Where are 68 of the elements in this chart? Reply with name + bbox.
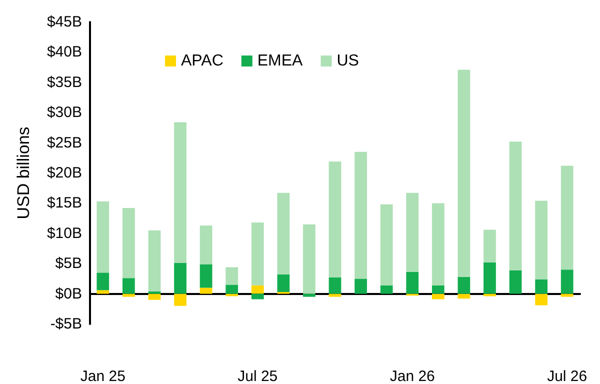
y-tick-label: $0B — [55, 285, 82, 302]
bar — [328, 277, 342, 294]
bar — [251, 222, 264, 286]
bar — [484, 230, 496, 262]
bar — [226, 267, 238, 285]
bar — [328, 294, 342, 297]
bar — [96, 201, 110, 273]
bar — [354, 278, 367, 294]
bar — [432, 285, 444, 294]
bar — [277, 192, 290, 274]
bar — [96, 290, 110, 294]
bar — [200, 264, 212, 288]
bar — [122, 278, 135, 294]
y-tick-label: $35B — [46, 74, 82, 91]
y-tick-label: -$5B — [50, 316, 82, 332]
bar — [380, 204, 393, 286]
bar — [406, 192, 419, 272]
bar — [148, 291, 161, 294]
y-tick-label: $10B — [46, 224, 82, 242]
legend-label: US — [336, 52, 359, 70]
bar — [96, 272, 110, 290]
bar — [406, 272, 419, 294]
bar — [122, 208, 135, 278]
bar — [200, 226, 212, 264]
bar — [226, 284, 238, 294]
x-tick-label: Jul 25 — [238, 368, 278, 384]
bar — [432, 294, 444, 300]
bar — [560, 270, 574, 294]
bar — [458, 276, 470, 294]
bar — [535, 279, 548, 294]
x-tick-label: Jul 26 — [547, 368, 588, 384]
bar — [303, 224, 316, 294]
bar — [458, 294, 470, 299]
y-tick-label: $45B — [46, 14, 82, 30]
y-axis-title: USD billions — [14, 126, 33, 220]
y-tick-label: $20B — [46, 164, 82, 182]
bar — [535, 294, 548, 306]
y-tick-label: $15B — [46, 194, 82, 212]
x-tick-label: Jan 26 — [390, 368, 435, 384]
bar — [380, 285, 393, 294]
bar — [148, 294, 161, 300]
y-tick-label: $40B — [46, 44, 82, 61]
bar — [354, 152, 367, 279]
bar — [535, 200, 548, 280]
y-tick-label: $30B — [46, 104, 82, 122]
bar — [148, 230, 161, 292]
bar — [174, 122, 186, 263]
bar — [251, 285, 264, 294]
bar — [122, 294, 135, 297]
bar — [200, 288, 212, 294]
y-tick-label: $5B — [55, 255, 82, 272]
bar — [509, 270, 522, 294]
bar — [484, 262, 496, 294]
bar — [303, 294, 316, 297]
x-tick-label: Jan 25 — [80, 368, 126, 384]
bar — [432, 203, 444, 286]
bar — [560, 166, 574, 270]
bar — [328, 162, 342, 278]
bar — [277, 274, 290, 292]
y-tick-label: $25B — [46, 134, 82, 152]
bar — [251, 294, 264, 300]
legend-label: APAC — [181, 52, 224, 70]
legend-label: EMEA — [257, 52, 304, 70]
bar — [174, 262, 186, 294]
bar — [458, 70, 470, 277]
bar — [509, 142, 522, 270]
bar — [174, 294, 186, 306]
bar — [560, 294, 574, 297]
